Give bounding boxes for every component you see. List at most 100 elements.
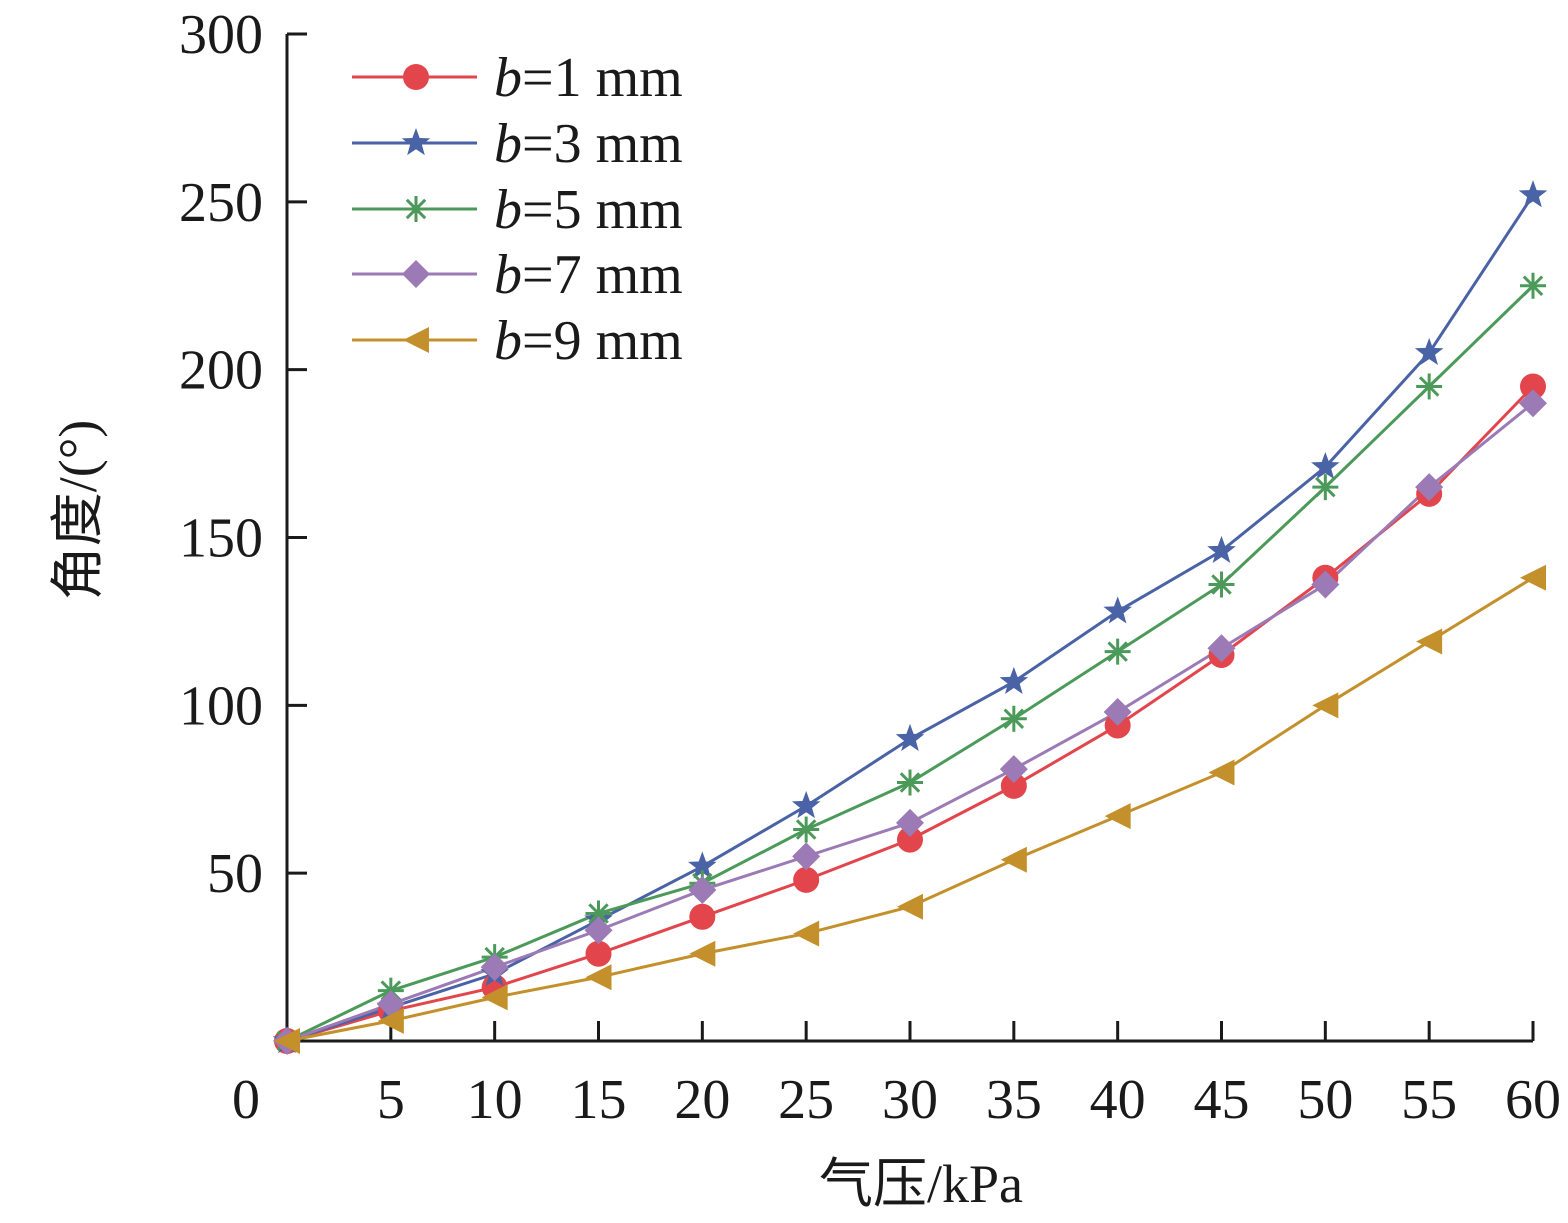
data-point	[791, 791, 821, 819]
x-tick-label: 10	[467, 1069, 523, 1131]
legend-label-var: b	[494, 244, 522, 306]
data-point	[274, 1028, 300, 1054]
y-tick-label: 300	[179, 4, 263, 66]
data-point	[480, 953, 509, 982]
x-tick-label: 45	[1194, 1069, 1250, 1131]
data-point	[403, 327, 429, 353]
data-point	[1520, 373, 1546, 400]
legend-label-rest: =5 mm	[522, 179, 683, 241]
y-tick-label: 200	[179, 340, 263, 402]
data-point	[401, 128, 431, 156]
legend: b=1 mmb=3 mmb=5 mmb=7 mmb=9 mm	[352, 47, 683, 372]
legend-label-rest: =3 mm	[522, 113, 683, 175]
data-point	[403, 64, 429, 90]
data-point	[585, 900, 612, 927]
x-tick-label: 15	[571, 1069, 627, 1131]
data-point	[481, 984, 508, 1011]
x-tick-label: 35	[986, 1069, 1042, 1131]
legend-label-var: b	[494, 113, 522, 175]
y-tick-label: 50	[207, 843, 263, 905]
data-point	[689, 903, 716, 930]
x-tick-label: 25	[778, 1069, 834, 1131]
legend-label: b=3 mm	[494, 113, 683, 175]
series-lines	[286, 194, 1535, 1043]
data-point	[1208, 759, 1235, 786]
legend-label: b=9 mm	[494, 310, 683, 372]
data-point	[793, 816, 820, 843]
data-point	[377, 1007, 404, 1034]
data-point	[897, 826, 923, 853]
x-tick-label: 60	[1505, 1069, 1561, 1131]
series-line-4	[286, 402, 1534, 1043]
data-point	[1103, 596, 1132, 624]
data-point	[897, 769, 923, 796]
data-point	[1104, 803, 1131, 830]
data-point	[1312, 692, 1339, 719]
series-markers	[272, 180, 1548, 1055]
x-tick-label: 40	[1090, 1069, 1146, 1131]
legend-item: b=5 mm	[352, 179, 683, 241]
series-line-3	[286, 284, 1535, 1043]
data-point	[1311, 452, 1340, 480]
y-tick-label: 100	[179, 675, 263, 737]
x-tick-label: 30	[882, 1069, 938, 1131]
data-point	[584, 916, 613, 945]
data-point	[1520, 564, 1546, 591]
legend-label-var: b	[494, 310, 522, 372]
legend-label-rest: =7 mm	[522, 244, 683, 306]
data-point	[897, 893, 923, 920]
data-point	[688, 851, 717, 879]
legend-label: b=5 mm	[494, 179, 683, 241]
data-point	[1000, 772, 1027, 799]
data-point	[1416, 373, 1443, 400]
data-point	[793, 866, 820, 893]
data-point	[688, 875, 717, 904]
data-point	[793, 920, 820, 947]
data-point	[896, 808, 924, 837]
data-point	[1312, 474, 1339, 501]
legend-item: b=3 mm	[352, 113, 683, 175]
series-line-2	[286, 194, 1535, 1043]
data-point	[895, 723, 925, 752]
x-tick-label: 50	[1297, 1069, 1353, 1131]
data-point	[1520, 272, 1546, 299]
data-point	[1519, 389, 1547, 418]
data-point	[403, 196, 429, 222]
data-point	[1207, 634, 1236, 663]
series-markers-1	[274, 373, 1546, 1054]
legend-label-var: b	[494, 47, 522, 109]
data-point	[1104, 638, 1131, 665]
data-point	[1518, 180, 1548, 208]
legend-label: b=7 mm	[494, 244, 683, 306]
data-point	[1207, 535, 1236, 564]
data-point	[999, 666, 1029, 694]
x-tick-label: 0	[232, 1069, 260, 1131]
x-axis-title: 气压/kPa	[819, 1154, 1023, 1214]
series-line-1	[286, 385, 1535, 1043]
axes: 50 100 150 200 250 300 0 5 10 15 20 25 30 35 40 45 50 55 6…	[179, 4, 1561, 1131]
data-point	[999, 755, 1028, 784]
legend-label-var: b	[494, 179, 522, 241]
legend-label: b=1 mm	[494, 47, 683, 109]
data-point	[585, 964, 612, 991]
data-point	[1416, 628, 1443, 655]
x-tick-label: 5	[377, 1069, 405, 1131]
legend-item: b=1 mm	[352, 47, 683, 109]
data-point	[1415, 473, 1444, 502]
y-tick-label: 150	[179, 508, 263, 570]
series-markers-4	[273, 389, 1547, 1055]
series-markers-5	[274, 564, 1546, 1054]
x-tick-label: 55	[1401, 1069, 1457, 1131]
data-point	[585, 940, 612, 967]
data-point	[1311, 570, 1340, 599]
data-point	[1208, 571, 1235, 598]
data-point	[402, 260, 430, 288]
data-point	[689, 940, 716, 967]
data-point	[1000, 846, 1027, 873]
legend-item: b=7 mm	[352, 244, 683, 306]
y-axis-title: 角度/(°)	[48, 420, 108, 601]
y-tick-label: 250	[179, 172, 263, 234]
data-point	[1000, 705, 1027, 732]
legend-label-rest: =9 mm	[522, 310, 683, 372]
